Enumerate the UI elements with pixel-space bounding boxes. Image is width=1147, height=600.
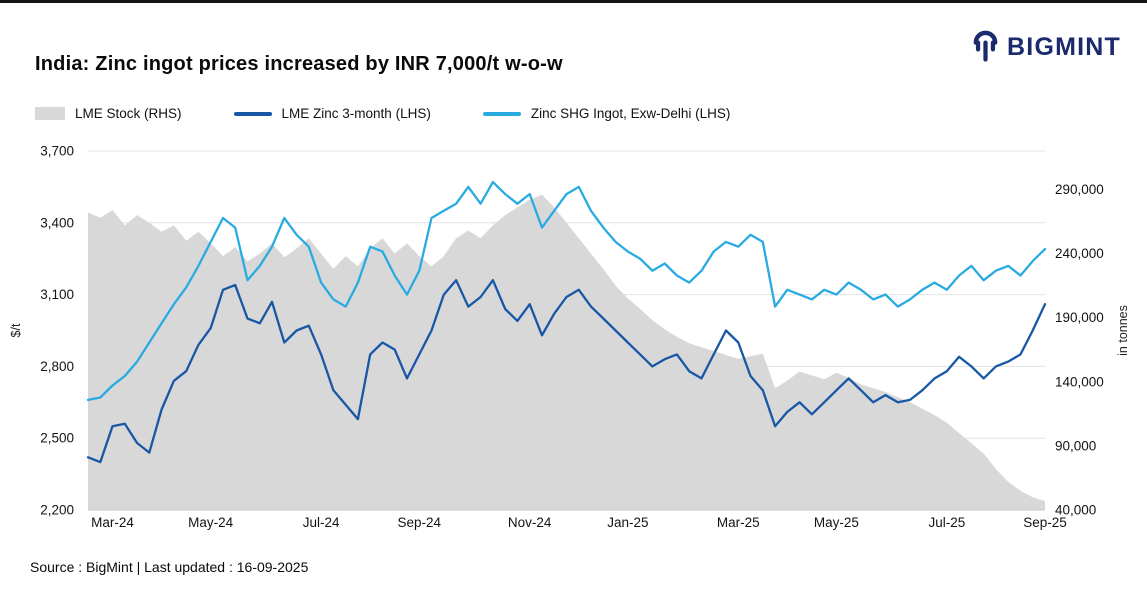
x-tick-label: Sep-24 <box>397 515 441 530</box>
legend-swatch-lme-stock <box>35 107 65 120</box>
legend-item-lme-stock: LME Stock (RHS) <box>35 106 182 121</box>
source-note: Source : BigMint | Last updated : 16-09-… <box>30 559 309 575</box>
lhs-tick-label: 2,500 <box>40 431 74 446</box>
x-tick-label: Mar-25 <box>717 515 760 530</box>
rhs-tick-label: 240,000 <box>1055 246 1104 261</box>
lhs-tick-label: 2,800 <box>40 359 74 374</box>
lhs-tick-label: 3,100 <box>40 287 74 302</box>
x-tick-label: Jan-25 <box>607 515 648 530</box>
rhs-axis-title: in tonnes <box>1116 305 1130 356</box>
legend-item-zinc-shg-ingot: Zinc SHG Ingot, Exw-Delhi (LHS) <box>482 106 731 121</box>
bigmint-logo: BIGMINT <box>971 27 1121 67</box>
rhs-tick-label: 90,000 <box>1055 438 1096 453</box>
series-line-lme-zinc-3month <box>86 279 1047 464</box>
x-tick-label: Sep-25 <box>1023 515 1067 530</box>
lhs-tick-label: 3,700 <box>40 144 74 159</box>
rhs-tick-label: 290,000 <box>1055 182 1104 197</box>
lhs-tick-label: 3,400 <box>40 215 74 230</box>
chart-title: India: Zinc ingot prices increased by IN… <box>35 53 563 75</box>
rhs-tick-label: 140,000 <box>1055 374 1104 389</box>
lhs-tick-label: 2,200 <box>40 503 74 518</box>
series-line-zinc-shg-ingot <box>86 180 1047 402</box>
lhs-axis-title: $/t <box>9 323 23 337</box>
bigmint-logo-text: BIGMINT <box>1007 32 1121 61</box>
legend-label-zinc-shg-ingot: Zinc SHG Ingot, Exw-Delhi (LHS) <box>530 106 731 121</box>
rhs-tick-label: 190,000 <box>1055 310 1104 325</box>
x-tick-label: Jul-25 <box>928 515 965 530</box>
chart-legend: LME Stock (RHS) LME Zinc 3-month (LHS) Z… <box>35 106 730 121</box>
series-area-lme-stock <box>88 194 1045 510</box>
x-tick-label: Mar-24 <box>91 515 134 530</box>
legend-label-lme-zinc-3month: LME Zinc 3-month (LHS) <box>281 106 431 121</box>
legend-label-lme-stock: LME Stock (RHS) <box>75 106 182 121</box>
rhs-tick-label: 40,000 <box>1055 503 1096 518</box>
x-tick-label: May-25 <box>814 515 859 530</box>
legend-item-lme-zinc-3month: LME Zinc 3-month (LHS) <box>233 106 431 121</box>
x-tick-label: Jul-24 <box>303 515 340 530</box>
price-chart: 3,700 3,400 3,100 2,800 2,500 2,200 290,000 240… <box>9 144 1130 531</box>
legend-swatch-zinc-shg-ingot <box>482 111 521 116</box>
bigmint-logo-icon <box>971 27 1000 67</box>
legend-swatch-lme-zinc-3month <box>233 111 272 116</box>
x-tick-label: May-24 <box>188 515 234 530</box>
x-tick-label: Nov-24 <box>508 515 552 530</box>
